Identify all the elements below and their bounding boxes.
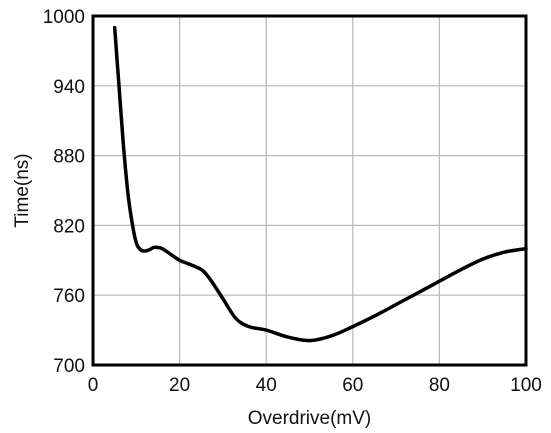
x-tick-label: 100 (510, 375, 542, 396)
y-tick-label: 1000 (43, 7, 85, 28)
x-axis-title: Overdrive(mV) (248, 408, 372, 429)
grid-lines (93, 16, 526, 365)
x-tick-label: 40 (256, 375, 277, 396)
tick-labels: 0 20 40 60 80 100 700 760 820 880 940 1000 (43, 7, 542, 396)
y-tick-label: 880 (53, 147, 85, 168)
x-tick-label: 20 (169, 375, 190, 396)
x-tick-label: 80 (429, 375, 450, 396)
x-tick-label: 0 (88, 375, 99, 396)
series-line (112, 25, 528, 343)
y-tick-label: 940 (53, 77, 85, 98)
y-tick-label: 760 (53, 286, 85, 307)
y-tick-label: 700 (53, 356, 85, 377)
y-axis-title: Time(ns) (12, 153, 33, 227)
x-tick-label: 60 (342, 375, 363, 396)
plot-frame (91, 14, 528, 367)
y-tick-label: 820 (53, 216, 85, 237)
